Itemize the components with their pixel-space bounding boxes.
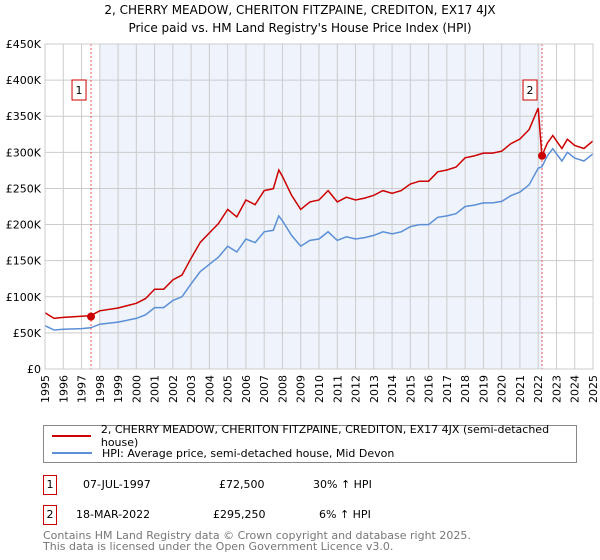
x-tick-label: 1999 (112, 375, 125, 403)
x-tick-label: 2000 (130, 375, 143, 403)
sale-label: 1 (76, 84, 83, 97)
series-line (44, 107, 594, 320)
x-tick-label: 2023 (550, 375, 563, 403)
x-tick-label: 2006 (240, 375, 253, 403)
plot-border (44, 43, 594, 370)
x-tick-label: 2016 (423, 375, 436, 403)
legend-label-hpi: HPI: Average price, semi-detached house,… (102, 446, 395, 460)
x-tick-label: 1998 (94, 375, 107, 403)
transaction-price: £295,250 (213, 508, 266, 521)
x-tick-label: 2014 (386, 375, 399, 403)
legend-swatch-red (52, 435, 91, 437)
x-tick-label: 2024 (569, 375, 582, 403)
transaction-hpi: 30% ↑ HPI (313, 478, 372, 491)
series-line (44, 147, 594, 331)
x-tick-label: 2019 (477, 375, 490, 403)
footer-license: This data is licensed under the Open Gov… (43, 540, 394, 553)
transaction-price: £72,500 (219, 478, 265, 491)
sale-point (538, 151, 547, 160)
transaction-row: 1 07-JUL-1997 £72,500 30% ↑ HPI (43, 475, 443, 495)
chart-subtitle: Price paid vs. HM Land Registry's House … (128, 21, 471, 35)
sale-label: 2 (527, 84, 534, 97)
x-tick-label: 2012 (350, 375, 363, 403)
x-tick-label: 2005 (222, 375, 235, 403)
x-tick-label: 2003 (185, 375, 198, 403)
y-tick-label: £200K (6, 219, 42, 232)
legend-swatch-blue (52, 452, 92, 454)
y-tick-label: £450K (6, 38, 42, 51)
y-tick-label: £100K (6, 291, 42, 304)
x-tick-label: 2004 (203, 375, 216, 403)
y-tick-label: £150K (6, 255, 42, 268)
legend-label-property: 2, CHERRY MEADOW, CHERITON FITZPAINE, CR… (100, 423, 550, 449)
x-tick-label: 2001 (149, 375, 162, 403)
x-tick-label: 2013 (368, 375, 381, 403)
x-tick-label: 2008 (276, 375, 289, 403)
sale-point (87, 312, 96, 321)
x-tick-label: 2007 (258, 375, 271, 403)
price-chart: 2, CHERRY MEADOW, CHERITON FITZPAINE, CR… (6, 3, 600, 403)
transaction-badge: 2 (43, 505, 57, 525)
x-tick-label: 2025 (587, 375, 600, 403)
footer: Contains HM Land Registry data © Crown c… (43, 530, 471, 552)
x-tick-label: 1997 (76, 375, 89, 403)
legend-item-hpi: HPI: Average price, semi-detached house,… (52, 445, 394, 461)
x-tick-label: 2017 (441, 375, 454, 403)
x-tick-label: 1996 (57, 375, 70, 403)
x-tick-label: 2018 (459, 375, 472, 403)
transaction-row: 2 18-MAR-2022 £295,250 6% ↑ HPI (43, 505, 443, 525)
x-tick-label: 2002 (167, 375, 180, 403)
transaction-date: 18-MAR-2022 (76, 508, 151, 521)
legend: 2, CHERRY MEADOW, CHERITON FITZPAINE, CR… (43, 423, 577, 463)
y-tick-label: £0 (27, 363, 41, 376)
x-tick-label: 2015 (404, 375, 417, 403)
x-tick-label: 2022 (532, 375, 545, 403)
legend-item-property: 2, CHERRY MEADOW, CHERITON FITZPAINE, CR… (52, 423, 576, 449)
transaction-date: 07-JUL-1997 (83, 478, 151, 491)
ownership-shading (99, 44, 543, 369)
x-tick-label: 2020 (496, 375, 509, 403)
y-tick-label: £50K (13, 327, 42, 340)
footer-copyright: Contains HM Land Registry data © Crown c… (43, 529, 471, 542)
transaction-hpi: 6% ↑ HPI (319, 508, 371, 521)
sale-label-box (71, 79, 87, 101)
y-tick-label: £250K (6, 182, 42, 195)
y-tick-label: £400K (6, 74, 42, 87)
x-tick-label: 2021 (514, 375, 527, 403)
sale-label-box (522, 79, 538, 101)
transaction-badge: 1 (43, 475, 57, 495)
chart-title: 2, CHERRY MEADOW, CHERITON FITZPAINE, CR… (104, 3, 495, 17)
x-tick-label: 1995 (39, 375, 52, 403)
x-tick-label: 2011 (331, 375, 344, 403)
x-tick-label: 2010 (313, 375, 326, 403)
y-tick-label: £300K (6, 146, 42, 159)
x-tick-label: 2009 (295, 375, 308, 403)
y-tick-label: £350K (6, 110, 42, 123)
